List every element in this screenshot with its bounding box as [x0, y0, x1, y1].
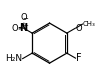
Text: −: −	[23, 16, 29, 22]
Text: O: O	[11, 24, 18, 33]
Text: O: O	[75, 24, 82, 33]
Text: F: F	[76, 53, 82, 63]
Text: +: +	[22, 23, 28, 29]
Text: N: N	[19, 23, 27, 33]
Text: O: O	[21, 13, 27, 22]
Text: CH₃: CH₃	[83, 21, 95, 27]
Text: H₂N: H₂N	[5, 54, 22, 63]
